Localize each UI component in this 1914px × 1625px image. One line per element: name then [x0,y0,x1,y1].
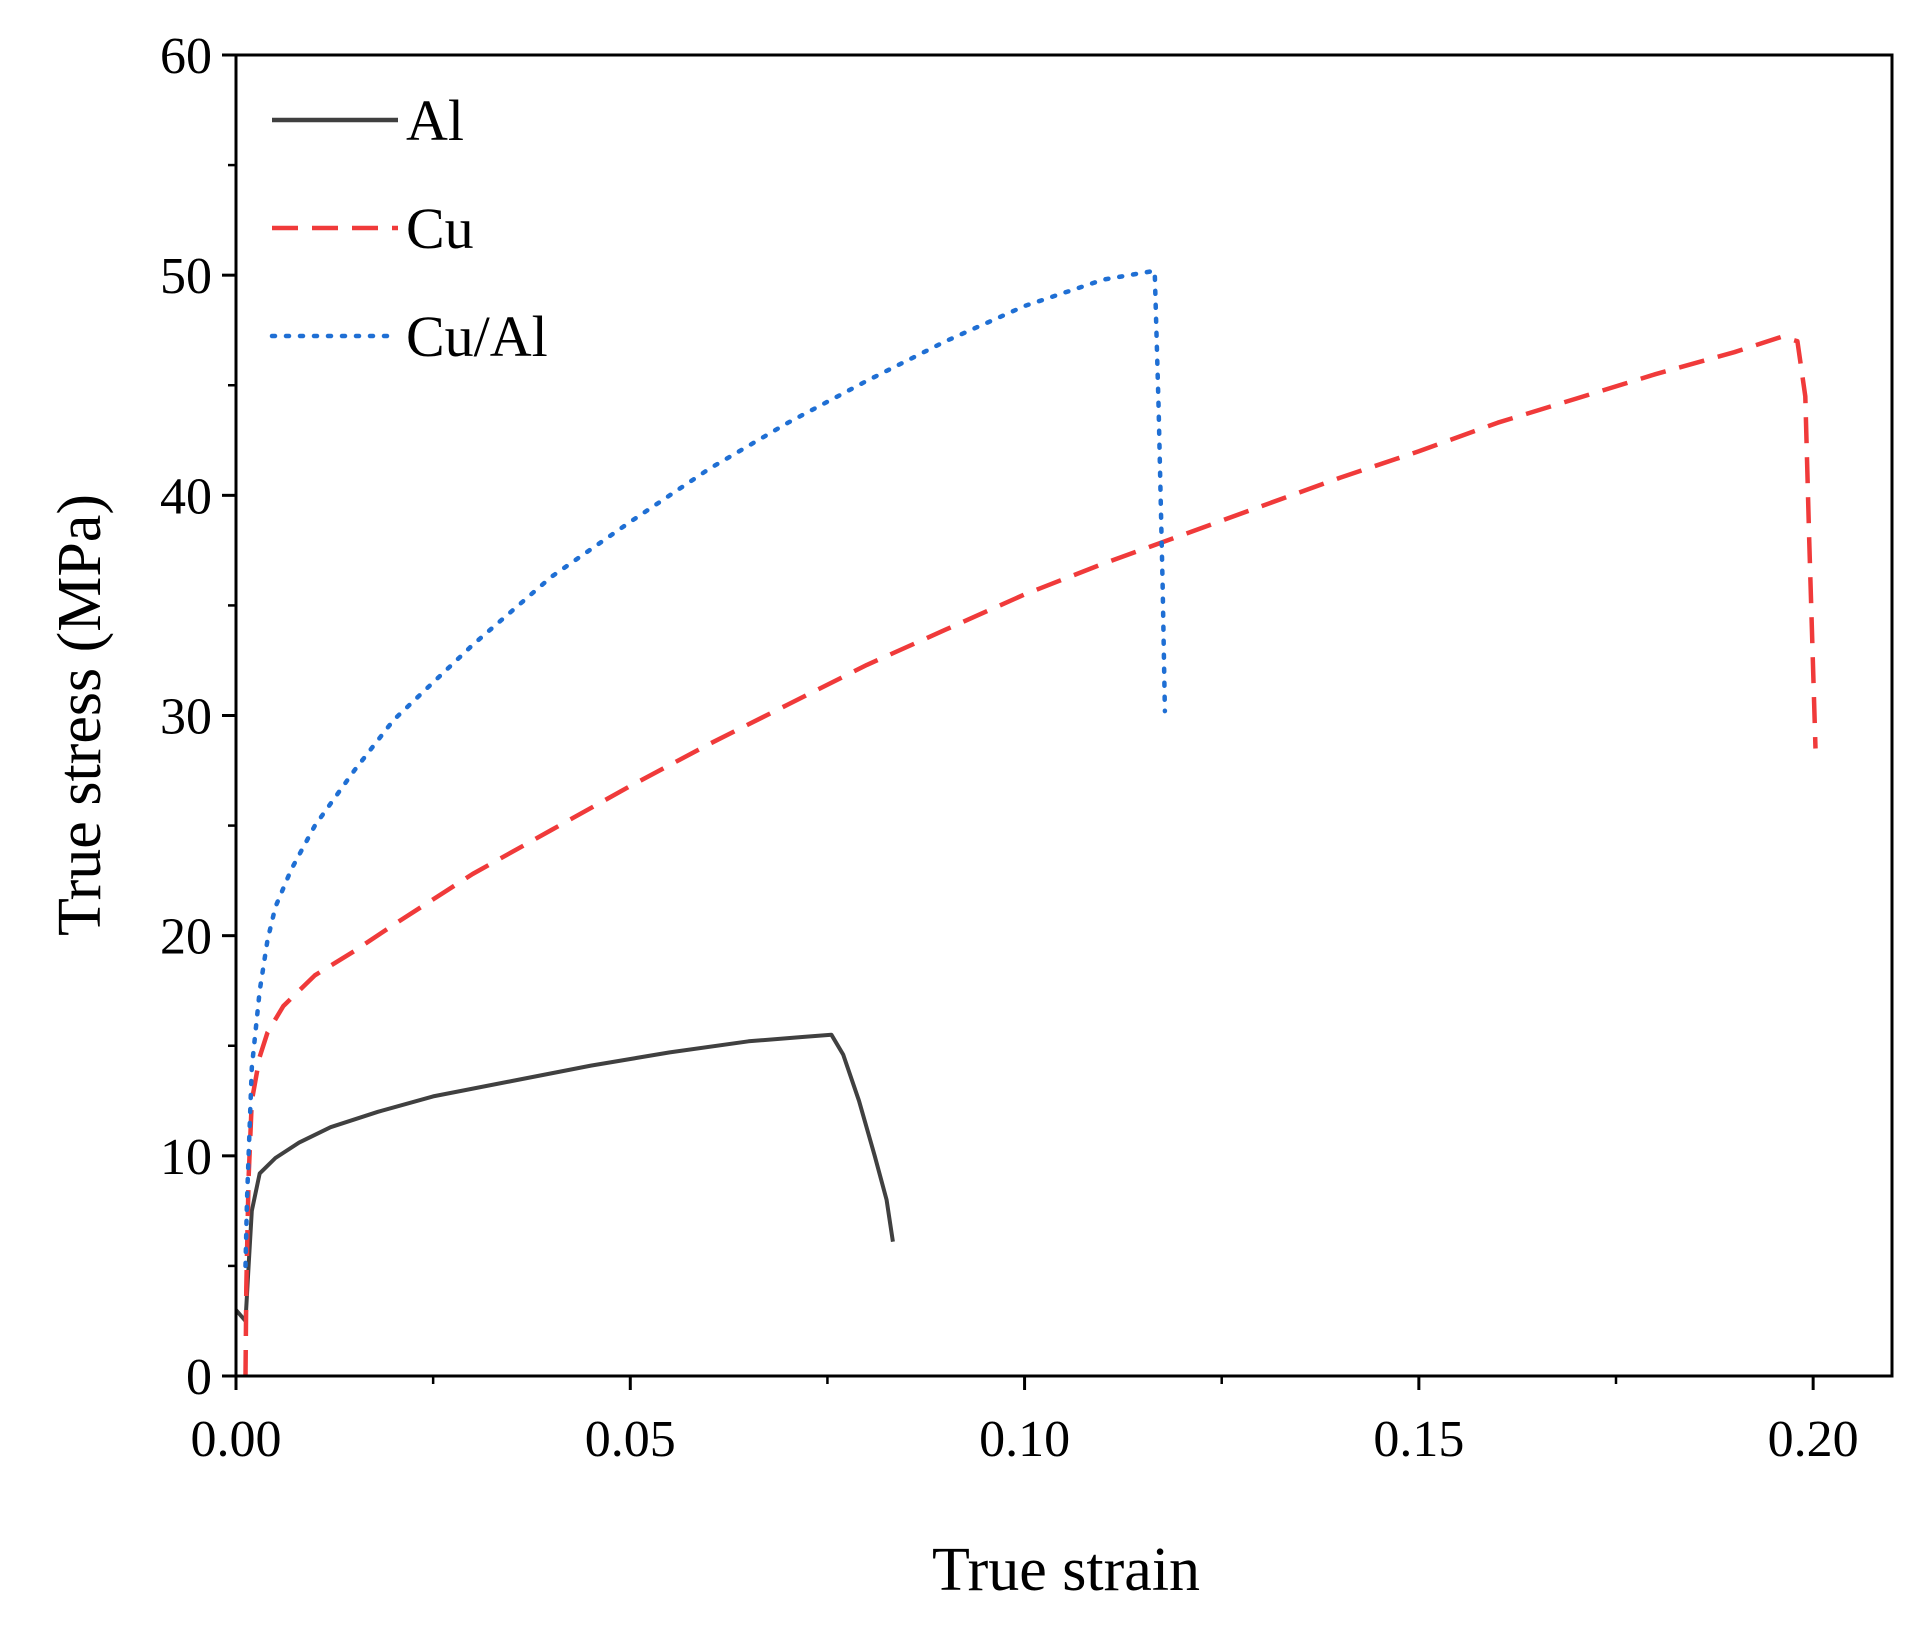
legend-label: Cu/Al [406,304,548,369]
x-tick-label: 0.15 [1373,1411,1464,1468]
y-tick-label: 60 [160,28,212,85]
series-line-al [234,1032,895,1323]
y-axis-title: True stress (MPa) [46,494,114,936]
series-layer [234,268,1818,1377]
y-tick-label: 30 [160,689,212,746]
x-tick-label: 0.05 [585,1411,676,1468]
legend-label: Al [406,88,464,153]
y-tick-label: 0 [186,1349,212,1406]
x-axis-title: True strain [932,1536,1200,1604]
y-tick-label: 40 [160,468,212,525]
y-tick-label: 20 [160,909,212,966]
series-line-cu [243,334,1818,1377]
series-line-cu-al [243,268,1168,1269]
legend: Al Cu Cu/Al [269,88,548,369]
x-tick-label: 0.00 [191,1411,282,1468]
y-tick-label: 50 [160,248,212,305]
x-axis: 0.00 0.05 0.10 0.15 0.20 [191,1376,1859,1468]
x-tick-label: 0.20 [1768,1411,1859,1468]
legend-label: Cu [406,196,474,261]
x-tick-label: 0.10 [979,1411,1070,1468]
y-axis: 0 10 20 30 40 50 60 [160,28,236,1406]
y-tick-label: 10 [160,1129,212,1186]
